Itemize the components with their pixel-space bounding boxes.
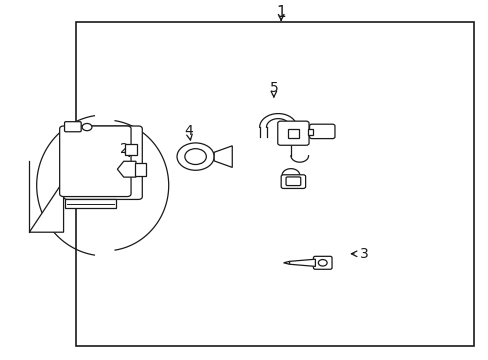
Bar: [287, 129, 299, 138]
Text: 2: 2: [120, 143, 129, 156]
FancyBboxPatch shape: [64, 122, 81, 132]
Circle shape: [318, 260, 326, 266]
Bar: [124, 144, 137, 155]
Text: 1: 1: [276, 5, 285, 20]
Circle shape: [82, 123, 92, 131]
Bar: [307, 129, 312, 135]
FancyBboxPatch shape: [313, 256, 331, 269]
Circle shape: [184, 149, 206, 165]
Polygon shape: [289, 259, 315, 266]
Bar: [76, 22, 473, 346]
FancyBboxPatch shape: [60, 126, 131, 197]
Polygon shape: [283, 261, 289, 264]
Polygon shape: [117, 161, 136, 177]
Text: 4: 4: [183, 125, 192, 138]
Text: 5: 5: [269, 81, 278, 95]
Polygon shape: [29, 181, 63, 232]
FancyBboxPatch shape: [285, 177, 300, 186]
FancyBboxPatch shape: [281, 175, 305, 189]
FancyBboxPatch shape: [277, 121, 308, 145]
Bar: [135, 163, 145, 176]
FancyBboxPatch shape: [309, 124, 334, 139]
Text: 3: 3: [359, 247, 368, 261]
FancyBboxPatch shape: [63, 126, 142, 199]
Bar: [64, 199, 116, 208]
Circle shape: [177, 143, 214, 170]
Polygon shape: [214, 146, 232, 167]
